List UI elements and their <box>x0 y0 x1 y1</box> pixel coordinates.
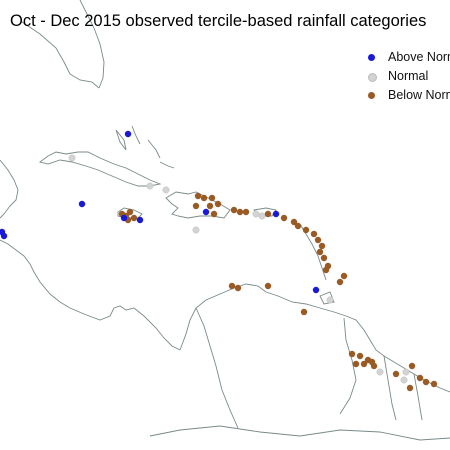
legend-marker-normal <box>368 73 377 82</box>
legend: Above Normal Normal Below Normal <box>366 48 450 105</box>
station-marker <box>340 272 348 280</box>
station-marker <box>312 286 320 294</box>
border-venezuela-guyana <box>339 317 357 415</box>
station-marker <box>316 248 324 256</box>
station-marker <box>300 308 308 316</box>
coast-central-america <box>0 239 181 351</box>
station-marker <box>192 226 200 234</box>
station-marker <box>356 352 364 360</box>
station-marker <box>230 206 238 214</box>
station-marker <box>348 350 356 358</box>
station-marker <box>326 296 334 304</box>
station-marker <box>370 362 378 370</box>
station-marker <box>242 208 250 216</box>
station-marker <box>360 360 368 368</box>
coast-bahamas-4 <box>159 161 175 169</box>
map-title: Oct - Dec 2015 observed tercile-based ra… <box>10 12 427 30</box>
coast-trinidad <box>319 291 335 305</box>
legend-item-normal: Normal <box>366 67 450 86</box>
station-marker <box>264 210 272 218</box>
station-marker <box>0 232 8 240</box>
border-suriname-fguiana <box>413 373 423 421</box>
station-marker <box>192 202 200 210</box>
station-marker <box>310 230 318 238</box>
station-markers <box>0 130 438 392</box>
station-marker <box>136 216 144 224</box>
coast-jamaica <box>117 207 143 219</box>
station-marker <box>130 214 138 222</box>
station-marker <box>206 202 214 210</box>
station-marker <box>408 362 416 370</box>
coast-bahamas-3 <box>147 139 161 159</box>
station-marker <box>280 214 288 222</box>
coast-venezuela <box>265 291 385 357</box>
station-marker <box>416 374 424 382</box>
station-marker <box>406 384 414 392</box>
station-marker <box>146 182 154 190</box>
station-marker <box>126 208 134 216</box>
legend-item-below-normal: Below Normal <box>366 86 450 105</box>
station-marker <box>392 370 400 378</box>
station-marker <box>352 360 360 368</box>
border-colombia-venezuela <box>195 307 239 429</box>
coast-colombia-north <box>179 283 267 351</box>
coast-florida-keys <box>69 73 100 89</box>
coast-florida-east <box>79 0 105 89</box>
station-marker <box>210 210 218 218</box>
station-marker <box>290 218 298 226</box>
station-marker <box>208 194 216 202</box>
station-marker <box>294 222 302 230</box>
station-marker <box>228 282 236 290</box>
station-marker <box>236 208 244 216</box>
station-marker <box>214 200 222 208</box>
station-marker <box>302 226 310 234</box>
station-marker <box>264 282 272 290</box>
legend-label: Above Normal <box>388 50 450 64</box>
station-marker <box>430 380 438 388</box>
station-marker <box>320 254 328 262</box>
coast-hispaniola <box>165 191 231 219</box>
station-marker <box>402 368 410 376</box>
border-south-inland <box>149 425 450 441</box>
station-marker <box>162 186 170 194</box>
station-marker <box>68 154 76 162</box>
station-marker <box>318 242 326 250</box>
station-marker <box>336 278 344 286</box>
coast-bahamas-2 <box>131 125 141 145</box>
coast-yucatan <box>0 159 19 219</box>
station-marker <box>202 208 210 216</box>
station-marker <box>422 378 430 386</box>
legend-marker-below-normal <box>368 92 375 99</box>
station-marker <box>234 284 242 292</box>
station-marker <box>400 376 408 384</box>
station-marker <box>272 210 280 218</box>
station-marker <box>120 214 128 222</box>
legend-marker-above-normal <box>368 54 375 61</box>
station-marker <box>258 212 266 220</box>
legend-label: Below Normal <box>388 88 450 102</box>
station-marker <box>124 130 132 138</box>
station-marker <box>78 200 86 208</box>
coast-florida-west <box>21 21 71 75</box>
station-marker <box>200 194 208 202</box>
station-marker <box>194 192 202 200</box>
station-marker <box>322 266 330 274</box>
border-guyana-suriname <box>383 355 397 421</box>
station-marker <box>376 368 384 376</box>
station-marker <box>252 210 260 218</box>
coast-bahamas-1 <box>115 129 127 151</box>
legend-label: Normal <box>388 69 429 83</box>
station-marker <box>314 236 322 244</box>
legend-item-above-normal: Above Normal <box>366 48 450 67</box>
coast-cuba <box>38 151 162 187</box>
